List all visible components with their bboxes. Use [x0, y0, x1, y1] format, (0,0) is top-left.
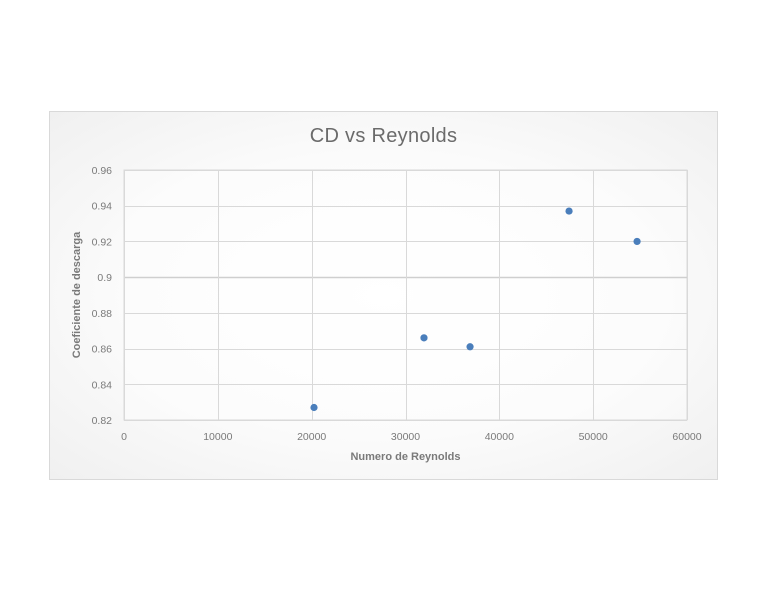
y-tick-label: 0.86	[92, 344, 113, 356]
y-tick-label: 0.92	[92, 236, 113, 248]
plot-area: 0.82 0.84 0.86 0.88 0.9 0.92 0.94 0.96 0 10000 20…	[71, 165, 702, 463]
x-tick-label: 20000	[297, 431, 326, 443]
gridlines	[123, 169, 688, 421]
x-tick-label: 50000	[579, 431, 608, 443]
x-tick-label: 10000	[203, 431, 232, 443]
y-tick-label: 0.84	[92, 379, 113, 391]
x-axis-tick-labels: 0 10000 20000 30000 40000 50000 60000	[121, 431, 702, 443]
data-point[interactable]	[466, 343, 474, 351]
x-tick-label: 40000	[485, 431, 514, 443]
x-tick-label: 0	[121, 431, 127, 443]
data-series-cd[interactable]	[310, 207, 641, 412]
x-tick-label: 60000	[672, 431, 701, 443]
chart-area[interactable]: CD vs Reynolds 0.82 0.84 0.86 0.88 0.9 0.92 0.…	[49, 111, 718, 480]
data-point[interactable]	[310, 403, 318, 412]
data-point[interactable]	[565, 207, 573, 215]
y-axis-tick-labels: 0.82 0.84 0.86 0.88 0.9 0.92 0.94 0.96	[92, 165, 113, 427]
y-axis-title: Coeficiente de descarga	[71, 231, 83, 358]
data-point[interactable]	[420, 334, 428, 342]
y-tick-label: 0.88	[92, 308, 113, 320]
y-tick-label: 0.82	[92, 415, 113, 427]
y-tick-label: 0.96	[92, 165, 113, 177]
x-axis-title: Numero de Reynolds	[350, 451, 460, 463]
y-tick-label: 0.94	[92, 201, 113, 213]
data-point[interactable]	[633, 237, 641, 246]
chart-title: CD vs Reynolds	[309, 125, 458, 147]
y-tick-label: 0.9	[97, 272, 112, 284]
x-tick-label: 30000	[391, 431, 420, 443]
